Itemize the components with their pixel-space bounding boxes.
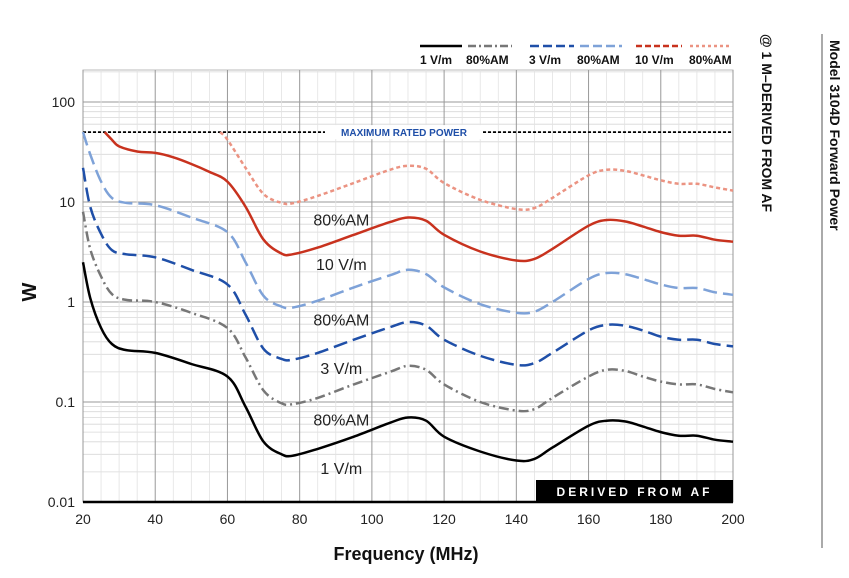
y-tick-label: 0.1	[56, 394, 76, 410]
x-tick-label: 20	[75, 511, 91, 527]
max-rated-power-label: MAXIMUM RATED POWER	[341, 128, 468, 139]
curve-label: 80%AM	[313, 313, 369, 330]
derived-banner-background	[536, 480, 733, 502]
x-tick-label: 180	[649, 511, 673, 527]
curve-label: 10 V/m	[316, 257, 367, 274]
legend-label: 3 V/m	[529, 53, 561, 67]
x-tick-label: 140	[505, 511, 529, 527]
derived-banner: DERIVED FROM AF	[557, 485, 713, 499]
side-subtitle: @ 1 M–DERIVED FROM AF	[759, 34, 775, 212]
curve-label: 80%AM	[313, 213, 369, 230]
series-line-1	[81, 211, 734, 413]
series-line-3	[81, 131, 734, 315]
max-rated-power-label-bg	[325, 125, 483, 140]
side-title: Model 3104D Forward Power	[827, 40, 843, 231]
legend-label: 1 V/m	[420, 53, 452, 67]
legend-label: 80%AM	[577, 53, 620, 67]
legend-label: 80%AM	[689, 53, 732, 67]
y-tick-labels: 100 10 1 0.1 0.01	[48, 94, 75, 510]
legend-label: 80%AM	[466, 53, 509, 67]
x-tick-label: 120	[432, 511, 456, 527]
x-tick-label: 200	[721, 511, 745, 527]
x-tick-label: 60	[220, 511, 236, 527]
y-tick-label: 10	[59, 194, 75, 210]
series-line-5	[219, 131, 734, 212]
series-line-4	[103, 131, 734, 263]
legend: 1 V/m 80%AM 3 V/m 80%AM 10 V/m 80%AM	[420, 44, 732, 67]
curve-labels: 80%AM 10 V/m 80%AM 3 V/m 80%AM 1 V/m	[313, 213, 369, 478]
x-tick-label: 100	[360, 511, 384, 527]
x-tick-label: 40	[147, 511, 163, 527]
legend-label: 10 V/m	[635, 53, 674, 67]
x-axis-label: Frequency (MHz)	[333, 544, 478, 564]
curve-label: 3 V/m	[320, 361, 362, 378]
x-tick-labels: 20 40 60 80 100 120 140 160 180 200	[75, 511, 745, 527]
grid	[82, 69, 734, 503]
series-lines	[81, 131, 734, 463]
x-tick-label: 80	[292, 511, 308, 527]
y-tick-label: 0.01	[48, 494, 75, 510]
series-line-0	[81, 261, 734, 463]
x-tick-label: 160	[577, 511, 601, 527]
curve-label: 1 V/m	[320, 461, 362, 478]
y-tick-label: 1	[67, 294, 75, 310]
y-axis-label: W	[19, 282, 41, 301]
series-line-2	[81, 167, 734, 367]
y-tick-label: 100	[52, 94, 76, 110]
curve-label: 80%AM	[313, 413, 369, 430]
